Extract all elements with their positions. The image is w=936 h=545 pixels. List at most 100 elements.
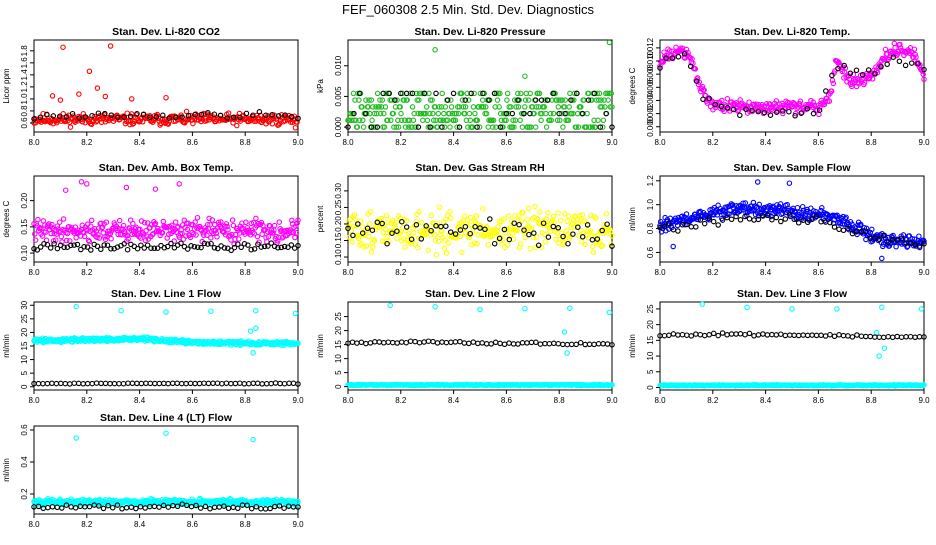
data-point: [165, 121, 172, 127]
data-point: [223, 221, 230, 227]
data-point: [597, 124, 604, 130]
data-point: [568, 97, 574, 103]
plot-frame: [33, 39, 299, 133]
data-point: [545, 234, 552, 240]
data-point: [37, 114, 44, 121]
data-point: [579, 110, 586, 117]
data-point: [444, 117, 451, 124]
data-points: [31, 303, 301, 387]
data-point: [599, 124, 606, 130]
data-point: [84, 227, 90, 234]
data-point: [196, 380, 203, 387]
data-point: [404, 97, 410, 103]
data-point: [430, 117, 437, 124]
data-point: [290, 229, 297, 236]
data-point: [95, 110, 102, 116]
data-point: [542, 239, 549, 245]
data-point: [728, 331, 735, 337]
data-point: [585, 97, 592, 103]
data-point: [354, 124, 361, 130]
data-point: [880, 334, 887, 341]
y-tick-label: 1.8: [20, 45, 29, 57]
data-point: [59, 505, 65, 511]
data-point: [694, 78, 700, 84]
data-point: [374, 90, 381, 97]
data-point: [364, 225, 371, 232]
data-point: [207, 505, 213, 512]
chart-panel-9: Stan. Dev. Line 3 Flow 8.0 8.2 8.4 8.6 8.8 9.0…: [628, 288, 930, 405]
data-point: [730, 202, 736, 208]
data-point: [125, 380, 131, 386]
data-point: [419, 219, 425, 226]
data-point: [447, 215, 454, 221]
data-point: [505, 213, 512, 219]
data-point: [538, 117, 544, 124]
data-point: [96, 503, 102, 509]
data-point: [253, 215, 259, 222]
x-tick-label: 9.0: [606, 268, 618, 277]
data-point: [724, 332, 730, 338]
data-point: [435, 110, 442, 117]
data-point: [497, 124, 504, 130]
data-point: [555, 104, 562, 110]
data-point: [661, 332, 668, 339]
data-point: [462, 97, 469, 103]
data-point: [282, 112, 288, 118]
data-point: [804, 332, 811, 339]
data-point: [462, 223, 469, 230]
data-point: [208, 308, 214, 314]
data-point: [596, 90, 603, 97]
data-points: [31, 179, 301, 254]
y-tick-label: 0.6: [20, 424, 29, 436]
x-tick-label: 8.0: [342, 138, 354, 147]
data-point: [183, 108, 190, 115]
data-point: [204, 232, 210, 239]
data-point: [813, 213, 820, 220]
data-point: [31, 116, 37, 122]
data-point: [407, 90, 414, 97]
data-point: [468, 214, 474, 221]
data-point: [531, 214, 537, 221]
data-point: [449, 110, 456, 117]
data-point: [587, 228, 594, 234]
data-point: [78, 246, 84, 253]
x-tick-label: 8.2: [707, 396, 719, 405]
data-point: [907, 333, 914, 340]
data-point: [522, 305, 528, 312]
data-point: [292, 125, 299, 131]
data-point: [163, 309, 169, 315]
data-point: [271, 222, 278, 229]
data-point: [472, 240, 478, 247]
data-point: [778, 331, 784, 337]
data-point: [764, 332, 771, 338]
data-point: [761, 109, 768, 116]
data-point: [445, 240, 452, 246]
data-point: [384, 233, 391, 240]
data-point: [609, 233, 615, 239]
data-point: [225, 110, 232, 116]
data-point: [701, 220, 708, 227]
data-point: [171, 245, 178, 251]
data-point: [533, 104, 540, 110]
data-point: [120, 380, 127, 387]
data-point: [193, 502, 199, 509]
data-point: [447, 229, 454, 235]
data-point: [578, 239, 585, 245]
data-point: [176, 181, 182, 187]
data-point: [356, 90, 363, 97]
data-point: [276, 503, 283, 509]
data-point: [56, 219, 63, 225]
x-tick-label: 8.2: [707, 138, 719, 147]
data-point: [508, 104, 514, 110]
data-point: [116, 380, 122, 387]
x-tick-label: 8.0: [342, 268, 354, 277]
data-point: [496, 104, 502, 110]
y-axis: 0.10 0.15 0.20: [20, 192, 34, 261]
data-point: [253, 325, 259, 332]
data-point: [491, 90, 498, 97]
data-point: [127, 113, 134, 120]
data-point: [295, 340, 301, 347]
data-point: [454, 124, 460, 130]
data-point: [289, 217, 295, 224]
data-point: [879, 255, 885, 262]
